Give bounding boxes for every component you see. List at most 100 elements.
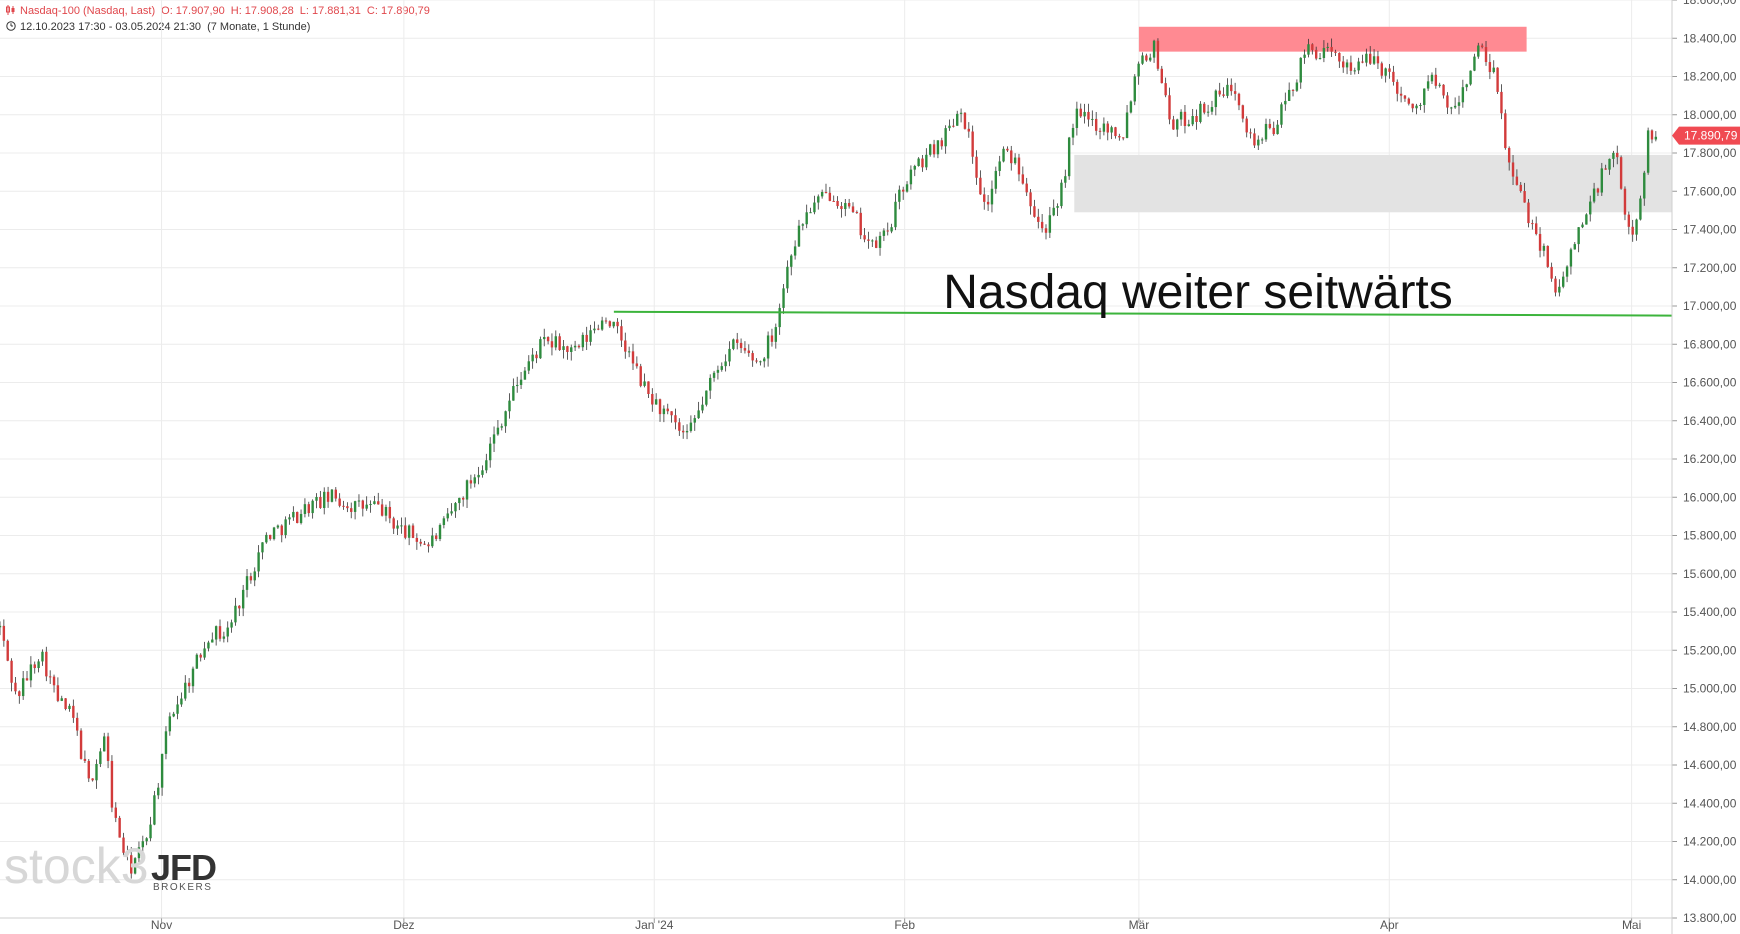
candle-body: [859, 212, 862, 236]
candle-body: [137, 847, 141, 859]
candle-body: [793, 246, 797, 256]
candle: [95, 759, 98, 789]
candle-body: [1326, 46, 1329, 48]
candle: [519, 372, 523, 389]
candle-body: [272, 527, 276, 540]
candle: [639, 363, 642, 388]
candle-body: [1067, 137, 1071, 177]
candle: [1013, 153, 1017, 165]
candle: [1118, 133, 1121, 141]
support-trend-line: [613, 310, 1673, 317]
candle-body: [554, 336, 558, 348]
candle: [658, 398, 662, 422]
candle: [1048, 206, 1052, 238]
candle-body: [211, 639, 214, 643]
candle: [1091, 110, 1094, 127]
candle-body: [967, 128, 971, 132]
candle-body: [1253, 133, 1256, 146]
candle: [64, 698, 67, 711]
y-tick-label: 14.400,00: [1683, 796, 1737, 810]
candle: [1094, 112, 1098, 136]
candle: [1260, 137, 1264, 144]
candle: [1152, 39, 1156, 63]
candle-body: [492, 434, 496, 444]
candle-body: [392, 518, 395, 529]
candle: [1214, 89, 1218, 116]
candles: [0, 38, 1658, 879]
candle-body: [678, 422, 681, 431]
candle-body: [214, 626, 218, 640]
candle: [739, 338, 743, 353]
candle: [1241, 104, 1245, 123]
candle: [357, 494, 361, 507]
candle: [1021, 166, 1025, 185]
candle-body: [1399, 93, 1403, 96]
candle-body: [1083, 111, 1086, 117]
candle-body: [990, 188, 994, 205]
candle-body: [1531, 223, 1534, 225]
candle-body: [589, 330, 592, 342]
candle: [793, 240, 797, 260]
candle: [1272, 121, 1275, 136]
candle: [1253, 128, 1256, 149]
candle: [685, 424, 689, 440]
candle-body: [728, 348, 731, 362]
y-tick-label: 17.800,00: [1683, 146, 1737, 160]
candle-body: [157, 787, 160, 796]
candle-body: [126, 852, 129, 856]
candle-body: [847, 203, 851, 207]
candle: [485, 453, 488, 474]
candle-body: [608, 321, 612, 327]
candle: [1303, 49, 1306, 64]
candle-body: [1071, 127, 1075, 138]
candle-body: [701, 404, 704, 411]
chart-header-ohlc: Nasdaq-100 (Nasdaq, Last) O: 17.907,90 H: …: [6, 5, 436, 17]
candle: [952, 118, 955, 128]
candle: [311, 499, 314, 519]
candle: [384, 504, 388, 522]
candle-body: [1384, 68, 1387, 76]
candle-body: [597, 328, 600, 330]
candle: [1206, 104, 1210, 117]
candle-body: [1037, 216, 1040, 222]
candle-body: [635, 363, 639, 367]
candle: [1025, 177, 1028, 197]
candle-body: [724, 361, 727, 367]
candle: [967, 122, 971, 138]
candle: [921, 155, 924, 172]
candle: [1384, 67, 1387, 83]
candle-body: [658, 399, 662, 415]
candle-body: [1091, 118, 1094, 120]
candle-body: [218, 626, 222, 639]
candle-body: [1203, 103, 1206, 113]
candle: [268, 534, 272, 541]
candle: [377, 492, 380, 505]
candle-body: [585, 334, 588, 342]
candle-body: [1060, 182, 1063, 207]
candle-body: [1554, 278, 1557, 293]
candle: [380, 498, 384, 517]
candle: [929, 143, 932, 157]
candle: [720, 362, 723, 372]
candle-body: [705, 390, 708, 405]
candle: [1002, 146, 1005, 163]
candle-body: [1345, 62, 1349, 68]
candle-body: [1056, 206, 1059, 208]
candle-body: [1280, 104, 1283, 125]
candle: [25, 670, 29, 681]
candle: [1480, 43, 1484, 49]
candle: [427, 542, 430, 553]
candle: [1230, 78, 1233, 96]
candle-body: [245, 576, 249, 590]
candle: [37, 659, 40, 673]
candle: [1033, 199, 1036, 218]
candle-body: [531, 354, 534, 362]
candle-body: [716, 369, 720, 373]
candle: [1172, 115, 1175, 130]
candle: [191, 666, 195, 693]
candle-body: [971, 131, 974, 157]
candle: [1017, 153, 1021, 182]
candle-body: [268, 534, 272, 540]
last-price-badge: 17.890,79: [1672, 126, 1740, 145]
